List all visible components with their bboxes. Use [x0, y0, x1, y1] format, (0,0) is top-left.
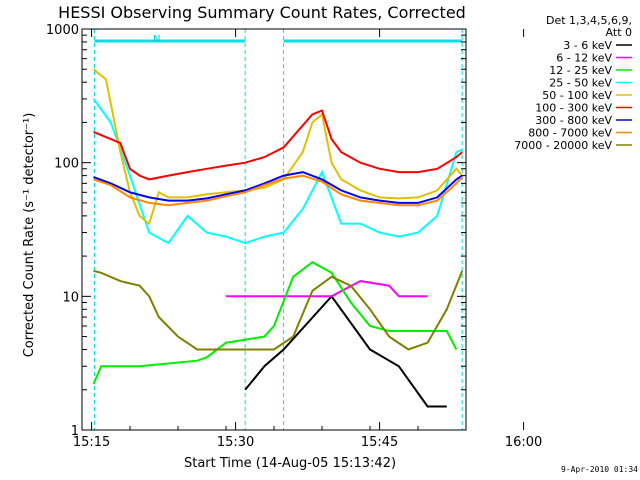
y-axis: 1 10 100 1000	[46, 23, 466, 439]
footer-date: 9-Apr-2010 01:34	[561, 465, 638, 474]
x-tick-label-3: 16:00	[505, 435, 542, 450]
chart-title: HESSI Observing Summary Count Rates, Cor…	[58, 3, 466, 22]
x-axis-label: Start Time (14-Aug-05 15:13:42)	[184, 456, 396, 471]
legend-label-3: 25 - 50 keV	[549, 77, 612, 90]
series-line-8	[93, 269, 464, 351]
y-tick-label-0: 1	[71, 424, 79, 439]
legend-label-4: 50 - 100 keV	[542, 89, 612, 102]
series-line-6	[93, 171, 463, 204]
series-line-2	[92, 261, 458, 385]
y-tick-label-3: 1000	[46, 23, 79, 38]
x-tick-label-0: 15:15	[73, 435, 110, 450]
night-intervals	[93, 29, 463, 430]
legend-label-6: 300 - 800 keV	[535, 114, 612, 127]
legend-label-5: 100 - 300 keV	[535, 102, 612, 115]
series-line-1	[226, 280, 428, 298]
y-tick-label-2: 100	[54, 157, 79, 172]
y-axis-label: Corrected Count Rate (s⁻¹ detector⁻¹)	[22, 113, 37, 358]
night-marker: N	[153, 34, 160, 45]
y-tick-label-1: 10	[62, 290, 79, 305]
series-line-3	[92, 98, 463, 245]
series-line-0	[244, 294, 447, 408]
legend-label-0: 3 - 6 keV	[563, 39, 612, 52]
legend-label-8: 7000 - 20000 keV	[514, 139, 612, 152]
plot-frame	[81, 28, 467, 431]
legend-header-line-1: Det 1,3,4,5,6,9,	[546, 14, 632, 27]
series-line-5	[93, 109, 463, 181]
series-layer	[92, 68, 464, 408]
x-tick-label-2: 15:45	[361, 435, 398, 450]
legend-header-line-2: Att 0	[606, 26, 632, 39]
legend-label-1: 6 - 12 keV	[556, 52, 612, 65]
series-line-7	[93, 174, 463, 207]
series-line-4	[92, 68, 463, 226]
x-tick-label-1: 15:30	[217, 435, 254, 450]
legend-label-7: 800 - 7000 keV	[528, 127, 612, 140]
legend-label-2: 12 - 25 keV	[549, 64, 612, 77]
